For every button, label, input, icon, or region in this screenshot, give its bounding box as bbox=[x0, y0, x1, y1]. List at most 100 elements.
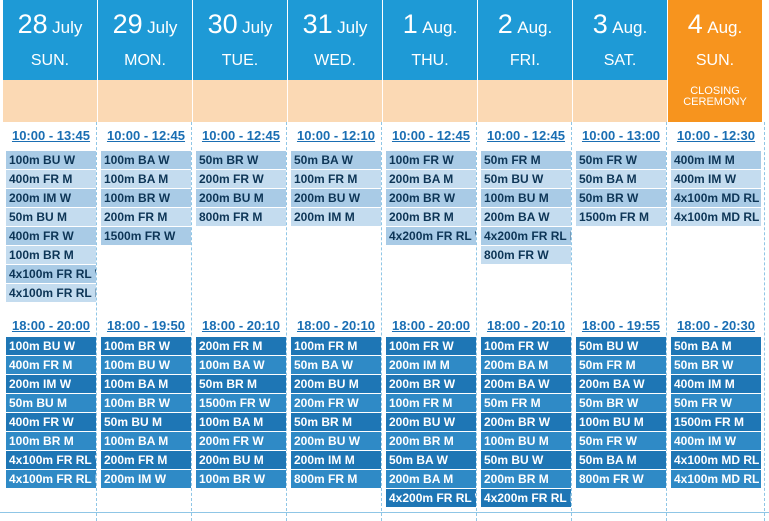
day-header: 28 July SUN. bbox=[3, 0, 97, 122]
day-number: 31 bbox=[302, 9, 333, 39]
event-item: 50m BA W bbox=[291, 151, 381, 169]
month-name: Aug. bbox=[612, 18, 648, 37]
evening-session-time: 18:00 - 20:10 bbox=[296, 318, 376, 333]
event-item: 100m BU W bbox=[6, 151, 96, 169]
day-number: 2 bbox=[497, 9, 513, 39]
event-item: 100m BU M bbox=[576, 413, 666, 431]
column-divider bbox=[96, 122, 97, 521]
month-name: Aug. bbox=[517, 18, 553, 37]
day-header: 31 July WED. bbox=[288, 0, 382, 122]
evening-session-time: 18:00 - 20:00 bbox=[391, 318, 471, 333]
day-column: 31 July WED. 10:00 - 12:10 50m BA W 100m FR … bbox=[288, 0, 382, 521]
event-item: 200m BR M bbox=[386, 208, 476, 226]
event-item: 50m BR W bbox=[576, 394, 666, 412]
weekday-label: SAT. bbox=[603, 52, 637, 69]
event-item: 4x200m FR RL W bbox=[386, 489, 476, 507]
morning-session-time: 10:00 - 12:45 bbox=[201, 128, 281, 143]
event-item: 4x100m FR RL M bbox=[6, 284, 96, 302]
event-item: 100m FR W bbox=[386, 337, 476, 355]
event-item: 100m FR M bbox=[291, 170, 381, 188]
event-item: 100m BR W bbox=[101, 394, 191, 412]
event-item: 50m BA W bbox=[291, 356, 381, 374]
morning-session-time: 10:00 - 12:10 bbox=[296, 128, 376, 143]
evening-session-time: 18:00 - 20:00 bbox=[11, 318, 91, 333]
note-band bbox=[193, 80, 287, 122]
weekday-label: WED. bbox=[314, 52, 356, 69]
day-header: 4 Aug. SUN. CLOSING CEREMONY bbox=[668, 0, 762, 122]
event-item: 100m BR W bbox=[196, 470, 286, 488]
morning-events: 50m BA W 100m FR M 200m BU W 200m IM M bbox=[291, 151, 381, 227]
date-label: 1 Aug. bbox=[383, 8, 477, 45]
morning-session-time: 10:00 - 13:45 bbox=[11, 128, 91, 143]
event-item: 200m IM M bbox=[386, 356, 476, 374]
event-item: 50m BU M bbox=[101, 413, 191, 431]
event-item: 200m BA M bbox=[386, 470, 476, 488]
event-item: 400m FR W bbox=[6, 413, 96, 431]
event-item: 200m BU M bbox=[196, 189, 286, 207]
event-item: 400m IM M bbox=[671, 151, 761, 169]
event-item: 200m FR M bbox=[101, 208, 191, 226]
day-column: 29 July MON. 10:00 - 12:45 100m BA W 100m BA… bbox=[98, 0, 192, 521]
event-item: 200m BA W bbox=[481, 375, 571, 393]
evening-events: 50m BU W 50m FR M 200m BA W 50m BR W 100m BU… bbox=[576, 337, 666, 489]
event-item: 800m FR W bbox=[576, 470, 666, 488]
morning-session-time: 10:00 - 12:45 bbox=[106, 128, 186, 143]
event-item: 200m BA M bbox=[386, 170, 476, 188]
event-item: 50m BA M bbox=[576, 451, 666, 469]
event-item: 4x100m FR RL M bbox=[6, 470, 96, 488]
day-column: 1 Aug. THU. 10:00 - 12:45 100m FR W 200m BA … bbox=[383, 0, 477, 521]
day-number: 28 bbox=[17, 9, 48, 39]
event-item: 1500m FR W bbox=[101, 227, 191, 245]
bottom-rule bbox=[0, 512, 769, 513]
event-item: 100m BR M bbox=[6, 432, 96, 450]
evening-session-time: 18:00 - 19:55 bbox=[581, 318, 661, 333]
day-header: 2 Aug. FRI. bbox=[478, 0, 572, 122]
event-item: 800m FR M bbox=[196, 208, 286, 226]
morning-events: 100m BA W 100m BA M 100m BR W 200m FR M 1500… bbox=[101, 151, 191, 246]
weekday-label: SUN. bbox=[695, 52, 735, 69]
event-item: 200m FR W bbox=[196, 432, 286, 450]
event-item: 200m IM M bbox=[291, 208, 381, 226]
event-item: 100m BA M bbox=[196, 413, 286, 431]
evening-events: 100m BR W 100m BU W 100m BA M 100m BR W 50m … bbox=[101, 337, 191, 489]
event-item: 4x100m FR RL W bbox=[6, 451, 96, 469]
event-item: 400m IM W bbox=[671, 432, 761, 450]
event-item: 50m BA W bbox=[386, 451, 476, 469]
event-item: 400m IM W bbox=[671, 170, 761, 188]
month-name: Aug. bbox=[422, 18, 458, 37]
column-divider bbox=[764, 122, 765, 521]
day-number: 3 bbox=[592, 9, 608, 39]
note-text: CLOSING CEREMONY bbox=[683, 85, 747, 108]
morning-events: 50m FR M 50m BU W 100m BU M 200m BA W 4x200m… bbox=[481, 151, 571, 265]
note-band bbox=[383, 80, 477, 122]
column-divider bbox=[666, 122, 667, 521]
morning-events: 100m BU W 400m FR M 200m IM W 50m BU M 400m … bbox=[6, 151, 96, 303]
event-item: 800m FR W bbox=[481, 246, 571, 264]
date-label: 4 Aug. bbox=[668, 8, 762, 45]
event-item: 200m BR W bbox=[386, 375, 476, 393]
event-item: 50m FR M bbox=[576, 356, 666, 374]
event-item: 50m BU M bbox=[6, 394, 96, 412]
note-band bbox=[478, 80, 572, 122]
weekday-label: FRI. bbox=[509, 52, 541, 69]
event-item: 1500m FR M bbox=[671, 413, 761, 431]
day-header: 30 July TUE. bbox=[193, 0, 287, 122]
day-column: 4 Aug. SUN. CLOSING CEREMONY 10:00 - 12:30 4… bbox=[668, 0, 762, 521]
event-item: 200m BA M bbox=[481, 356, 571, 374]
event-item: 100m BU W bbox=[101, 356, 191, 374]
date-label: 31 July bbox=[288, 8, 382, 45]
note-band bbox=[668, 80, 762, 122]
morning-session-time: 10:00 - 13:00 bbox=[581, 128, 661, 143]
event-item: 200m BA W bbox=[576, 375, 666, 393]
note-band bbox=[98, 80, 192, 122]
event-item: 50m FR M bbox=[481, 394, 571, 412]
evening-session-time: 18:00 - 19:50 bbox=[106, 318, 186, 333]
weekday-label: MON. bbox=[124, 52, 166, 69]
event-item: 50m BR M bbox=[291, 413, 381, 431]
morning-events: 50m FR W 50m BA M 50m BR W 1500m FR M bbox=[576, 151, 666, 227]
event-item: 4x200m FR RL M bbox=[481, 489, 571, 507]
weekday-label: THU. bbox=[411, 52, 449, 69]
